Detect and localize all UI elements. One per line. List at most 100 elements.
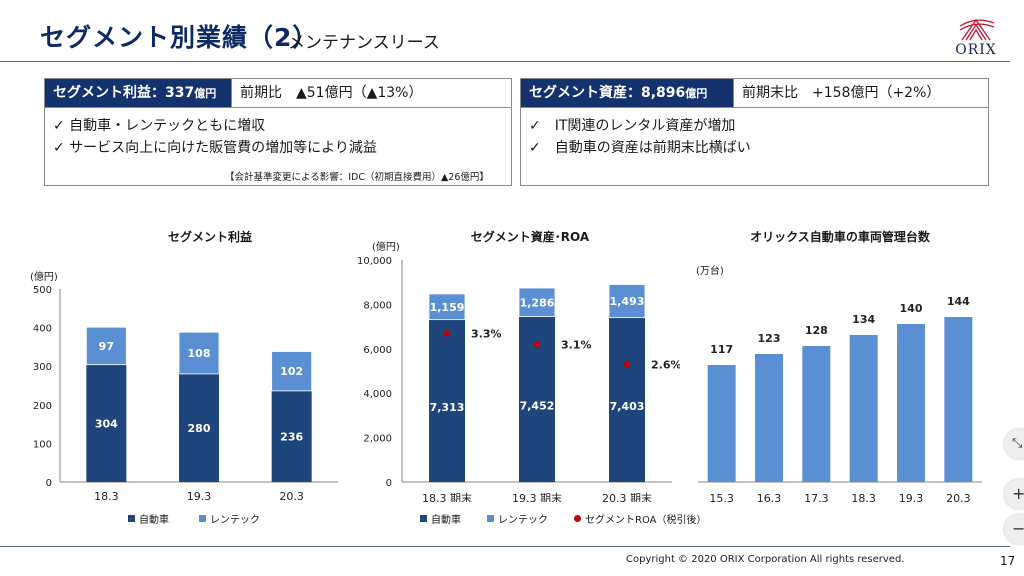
profit-summary-head: セグメント利益：337億円 xyxy=(45,79,231,107)
zoom-out-button[interactable]: − xyxy=(1004,514,1024,544)
x-tick-label: 18.3 xyxy=(94,490,119,500)
bar-vehicle-count xyxy=(802,346,831,482)
bar-auto xyxy=(609,317,645,482)
profit-head-label: セグメント利益：337 xyxy=(53,85,195,101)
x-tick-label: 20.3 期末 xyxy=(602,491,652,502)
legend-label-auto: 自動車 xyxy=(139,515,169,526)
legend-swatch-auto xyxy=(128,515,135,522)
data-label-vehicle: 134 xyxy=(852,313,875,326)
legend2-label-rentec: レンテック xyxy=(498,515,548,526)
bar-vehicle-count xyxy=(707,365,736,482)
data-label-rentec: 1,286 xyxy=(520,296,555,309)
asset-compare: 前期末比 +158億円（+2%） xyxy=(733,79,988,107)
roa-label: 3.3% xyxy=(471,327,502,340)
page-subtitle: メンテナンスリース xyxy=(288,33,440,53)
data-label-auto: 7,313 xyxy=(430,401,465,414)
asset-bullet-1: ✓ IT関連のレンタル資産が増加 xyxy=(529,118,736,134)
bar-auto xyxy=(179,373,219,482)
profit-bullet-1: ✓ 自動車・レンテックともに増収 xyxy=(53,118,266,134)
legend-label-rentec: レンテック xyxy=(210,515,260,526)
x-tick-label: 18.3 期末 xyxy=(422,491,472,502)
data-label-auto: 236 xyxy=(280,430,303,443)
logo-text: ORIX xyxy=(955,42,997,58)
chart1-legend: 自動車 レンテック xyxy=(128,511,260,526)
chart3-title: オリックス自動車の車両管理台数 xyxy=(750,230,930,244)
y-tick-label: 4,000 xyxy=(363,389,392,400)
data-label-rentec: 108 xyxy=(188,347,211,360)
data-label-rentec: 1,493 xyxy=(610,295,645,308)
footer-divider xyxy=(0,546,1010,547)
data-label-auto: 280 xyxy=(188,422,211,435)
y-tick-label: 300 xyxy=(33,362,52,373)
y-tick-label: 500 xyxy=(33,285,52,296)
bar-auto xyxy=(86,364,127,482)
y-tick-label: 400 xyxy=(33,324,52,335)
bar-vehicle-count xyxy=(755,354,783,482)
profit-compare: 前期比 ▲51億円（▲13%） xyxy=(231,79,511,107)
x-tick-label: 18.3 xyxy=(851,492,876,505)
chart1-unit: (億円) xyxy=(30,272,58,283)
y-tick-label: 200 xyxy=(33,401,52,412)
data-label-vehicle: 140 xyxy=(900,302,923,315)
bar-rentec xyxy=(178,331,220,375)
chart1-title: セグメント利益 xyxy=(167,230,252,244)
y-tick-label: 2,000 xyxy=(363,434,392,445)
bar-rentec xyxy=(608,284,646,319)
x-tick-label: 15.3 xyxy=(709,492,734,505)
zoom-in-button[interactable]: + xyxy=(1004,479,1024,509)
collapse-icon-button[interactable]: ⤡ xyxy=(1004,429,1024,459)
data-label-auto: 7,403 xyxy=(610,400,645,413)
bar-vehicle-count xyxy=(849,335,878,482)
y-tick-label: 6,000 xyxy=(363,345,392,356)
x-tick-label: 16.3 xyxy=(757,492,782,505)
bar-rentec xyxy=(85,326,127,366)
bar-vehicle-count xyxy=(944,317,973,482)
chart2-title: セグメント資産･ROA xyxy=(470,230,590,244)
bar-auto xyxy=(429,319,465,482)
x-tick-label: 17.3 xyxy=(804,492,829,505)
bar-rentec xyxy=(518,287,556,317)
copyright: Copyright © 2020 ORIX Corporation All ri… xyxy=(626,554,905,565)
data-label-vehicle: 117 xyxy=(710,343,733,356)
profit-summary-panel: セグメント利益：337億円 前期比 ▲51億円（▲13%） ✓ 自動車・レンテッ… xyxy=(44,78,512,186)
data-label-auto: 7,452 xyxy=(520,399,555,412)
data-label-vehicle: 123 xyxy=(758,332,781,345)
x-tick-label: 19.3 xyxy=(899,492,924,505)
bar-rentec xyxy=(428,293,466,321)
data-label-rentec: 97 xyxy=(99,340,114,353)
asset-bullet-2: ✓ 自動車の資産は前期末比横ばい xyxy=(529,140,751,156)
orix-logo-icon xyxy=(959,18,995,41)
chart3-unit: (万台) xyxy=(696,266,724,277)
asset-summary-panel: セグメント資産：8,896億円 前期末比 +158億円（+2%） ✓ IT関連の… xyxy=(520,78,989,186)
y-tick-label: 8,000 xyxy=(363,300,392,311)
profit-panel-rule xyxy=(45,107,511,108)
data-label-vehicle: 144 xyxy=(947,295,970,308)
x-tick-label: 19.3 期末 xyxy=(512,491,562,502)
asset-head-label: セグメント資産：8,896 xyxy=(529,85,686,101)
roa-marker xyxy=(623,361,631,368)
y-tick-label: 0 xyxy=(46,478,52,489)
x-tick-label: 20.3 xyxy=(279,490,304,500)
legend-swatch-rentec xyxy=(199,515,206,522)
profit-note: 【会計基準変更による影響：IDC（初期直接費用）▲26億円】 xyxy=(225,172,489,183)
segment-asset-roa-chart: 0 2,000 4,000 6,000 8,000 10,000 7,313 1,159 3.3… xyxy=(357,256,680,502)
y-tick-label: 100 xyxy=(33,439,52,450)
bar-rentec xyxy=(271,351,313,392)
y-tick-label: 0 xyxy=(386,478,392,489)
data-label-rentec: 1,159 xyxy=(430,301,465,314)
profit-bullet-2: ✓ サービス向上に向けた販管費の増加等により減益 xyxy=(53,140,377,156)
legend2-roa-dot xyxy=(574,515,581,522)
roa-label: 3.1% xyxy=(561,338,592,351)
bar-auto xyxy=(271,390,312,482)
data-label-auto: 304 xyxy=(95,417,118,430)
x-tick-label: 19.3 xyxy=(187,490,212,500)
x-tick-label: 20.3 xyxy=(946,492,971,505)
legend2-swatch-auto xyxy=(420,515,427,522)
roa-marker xyxy=(533,341,541,348)
asset-summary-head: セグメント資産：8,896億円 xyxy=(521,79,733,107)
page-title: セグメント別業績（2） xyxy=(40,23,319,52)
legend2-label-roa: セグメントROA（税引後） xyxy=(585,515,707,526)
orix-logo: ORIX xyxy=(946,14,1006,60)
page-number: 17 xyxy=(1000,554,1016,568)
title-divider xyxy=(0,61,1010,62)
